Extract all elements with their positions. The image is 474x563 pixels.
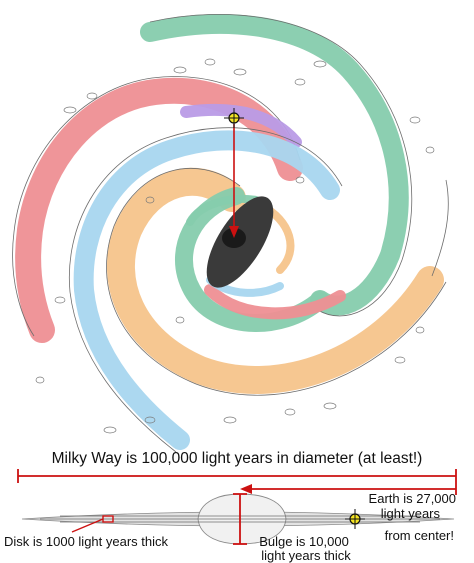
orange-arm bbox=[106, 167, 444, 394]
earth-label-line1: Earth is 27,000 bbox=[369, 491, 456, 506]
green-inner-swirl bbox=[186, 195, 260, 226]
star-cluster-blobs bbox=[35, 58, 435, 434]
orange-arm-tail bbox=[431, 179, 449, 277]
galaxy-top-view bbox=[12, 14, 449, 453]
purple-arm bbox=[180, 103, 302, 148]
galaxy-side-view bbox=[21, 483, 457, 545]
green-outer-arm-edge bbox=[149, 14, 413, 317]
earth-label-line3: from center! bbox=[385, 528, 454, 543]
red-inner-arm bbox=[204, 284, 346, 320]
green-outer-arm bbox=[140, 14, 409, 316]
bulge-label-line2: light years thick bbox=[261, 548, 351, 563]
orange-arm-edge bbox=[106, 167, 447, 396]
disk-label: Disk is 1000 light years thick bbox=[4, 534, 169, 549]
blue-arm bbox=[73, 130, 340, 450]
green-inner-arm bbox=[174, 187, 329, 332]
blue-arm-edge bbox=[68, 127, 343, 453]
diameter-label: Milky Way is 100,000 light years in diam… bbox=[52, 450, 423, 467]
diameter-measure: Milky Way is 100,000 light years in diam… bbox=[17, 450, 457, 483]
earth-distance-arrowhead bbox=[240, 484, 252, 494]
bulge-label-line1: Bulge is 10,000 bbox=[259, 534, 349, 549]
earth-label-line2: light years bbox=[381, 506, 441, 521]
disk-pointer-line bbox=[71, 518, 104, 533]
red-outer-arm-edge bbox=[12, 76, 301, 337]
earth-radius-arrowhead bbox=[229, 226, 239, 238]
